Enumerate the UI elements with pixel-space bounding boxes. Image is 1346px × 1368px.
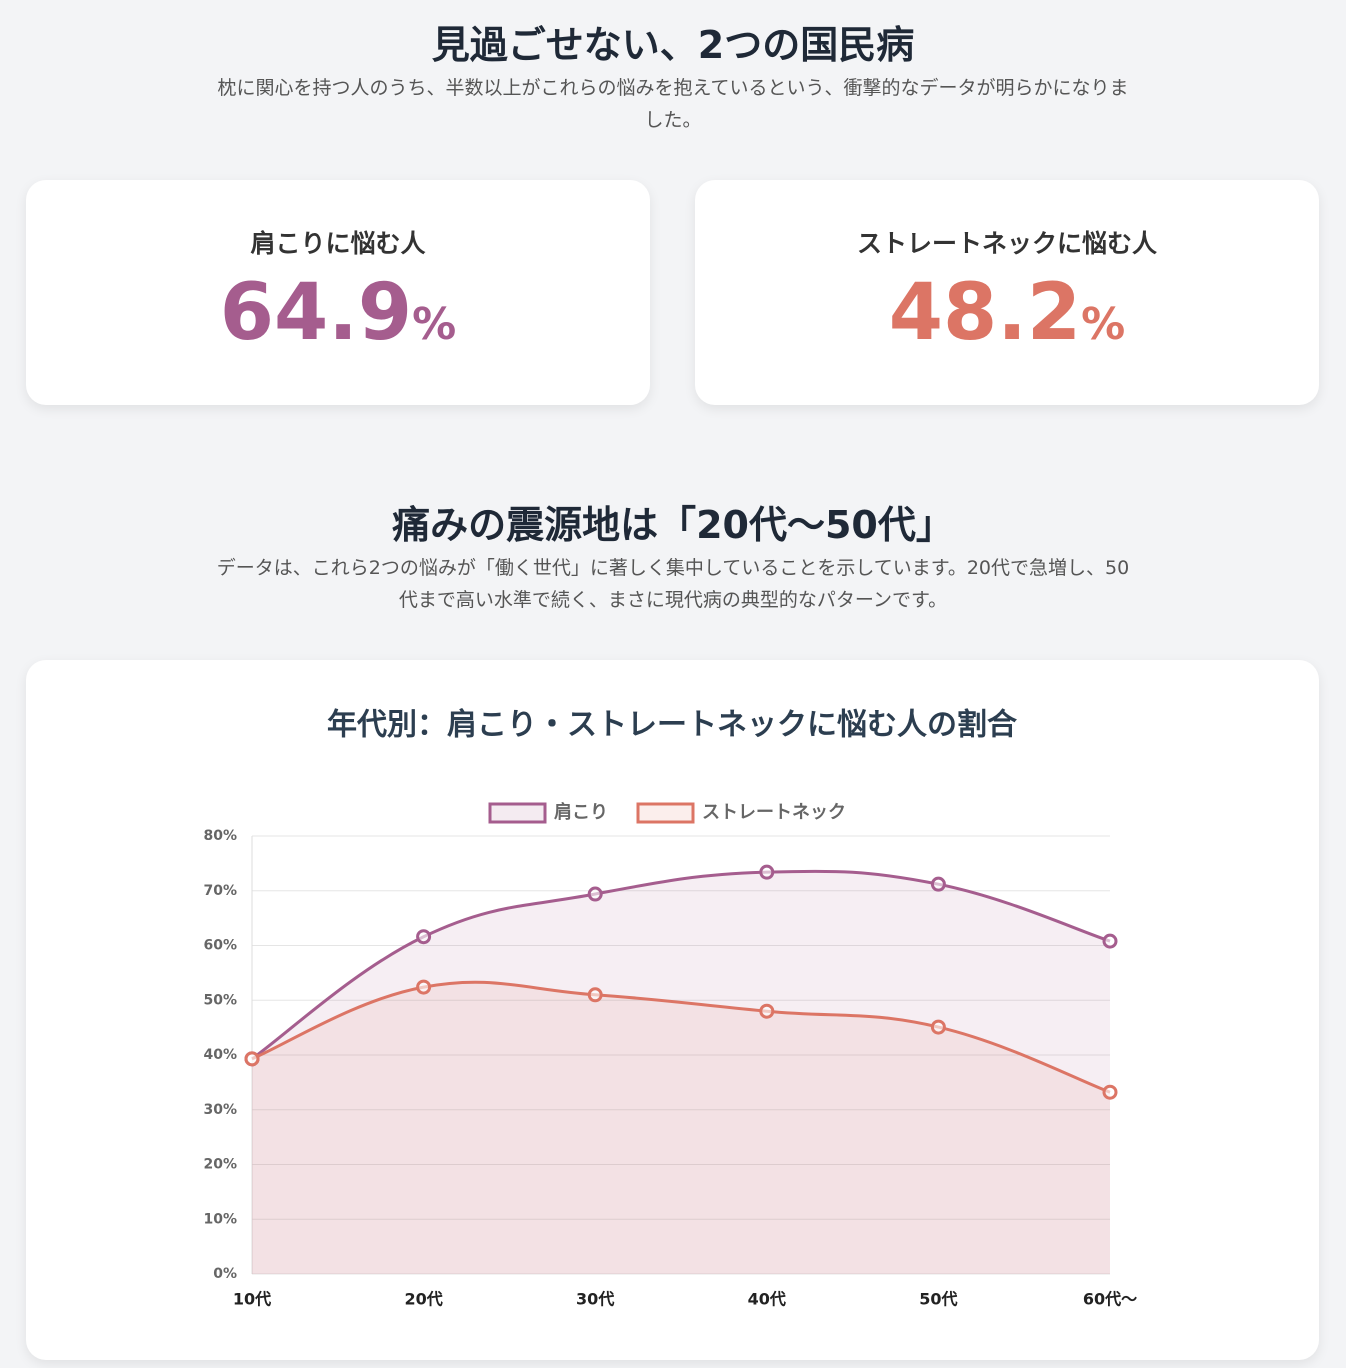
x-tick-label: 60代〜 bbox=[1083, 1290, 1137, 1309]
legend-label: ストレートネック bbox=[702, 802, 846, 823]
legend-label: 肩こり bbox=[554, 801, 608, 823]
title: 見過ごせない、2つの国民病 bbox=[431, 23, 915, 67]
y-tick-label: 40% bbox=[203, 1047, 237, 1063]
stat-value: 64.9 bbox=[219, 268, 413, 358]
y-tick-label: 80% bbox=[203, 828, 237, 844]
y-tick-label: 10% bbox=[203, 1211, 237, 1227]
point bbox=[759, 864, 775, 880]
subtitle: 枕に関心を持つ人のうち、半数以上がこれらの悩みを抱えているという、衝撃的なデータ… bbox=[217, 77, 1129, 131]
stat-unit: % bbox=[412, 299, 457, 350]
legend-swatch bbox=[488, 802, 547, 824]
point bbox=[930, 876, 946, 892]
x-tick-label: 50代 bbox=[919, 1290, 957, 1309]
stat-unit: % bbox=[1081, 299, 1126, 350]
point bbox=[416, 929, 432, 945]
legend-swatch bbox=[636, 802, 695, 824]
chart-card bbox=[26, 660, 1319, 1360]
y-tick-label: 0% bbox=[213, 1266, 237, 1282]
x-tick-label: 40代 bbox=[748, 1290, 786, 1309]
point bbox=[759, 1003, 775, 1019]
area bbox=[252, 871, 1110, 1274]
y-tick-label: 60% bbox=[203, 938, 237, 954]
stat-card: ストレートネックに悩む人 48.2% bbox=[695, 180, 1319, 405]
x-tick-label: 20代 bbox=[404, 1290, 442, 1309]
stat-card: 肩こりに悩む人 64.9% bbox=[26, 180, 650, 405]
x-tick-label: 30代 bbox=[576, 1290, 614, 1309]
section-text: データは、これら2つの悩みが「働く世代」に著しく集中していることを示しています。… bbox=[216, 557, 1130, 611]
y-tick-label: 20% bbox=[203, 1157, 237, 1173]
point bbox=[416, 979, 432, 995]
line bbox=[251, 869, 1111, 1061]
y-tick-label: 50% bbox=[203, 992, 237, 1008]
point bbox=[587, 886, 603, 902]
y-tick-label: 70% bbox=[203, 883, 237, 899]
stat-number: 48.2% bbox=[695, 268, 1319, 358]
point bbox=[244, 1051, 260, 1067]
point bbox=[587, 987, 603, 1003]
point bbox=[930, 1019, 946, 1035]
stat-number: 64.9% bbox=[26, 268, 650, 358]
x-tick-label: 10代 bbox=[233, 1290, 271, 1309]
line bbox=[251, 980, 1111, 1094]
point bbox=[1102, 1084, 1118, 1100]
y-tick-label: 30% bbox=[203, 1102, 237, 1118]
stat-value: 48.2 bbox=[888, 268, 1082, 358]
chart-title: 年代別：肩こり・ストレートネックに悩む人の割合 bbox=[327, 708, 1017, 743]
area bbox=[252, 982, 1110, 1274]
stat-label: 肩こりに悩む人 bbox=[250, 229, 426, 258]
stat-label: ストレートネックに悩む人 bbox=[856, 229, 1157, 258]
section-title: 痛みの震源地は「20代〜50代」 bbox=[392, 503, 954, 547]
point bbox=[1102, 933, 1118, 949]
